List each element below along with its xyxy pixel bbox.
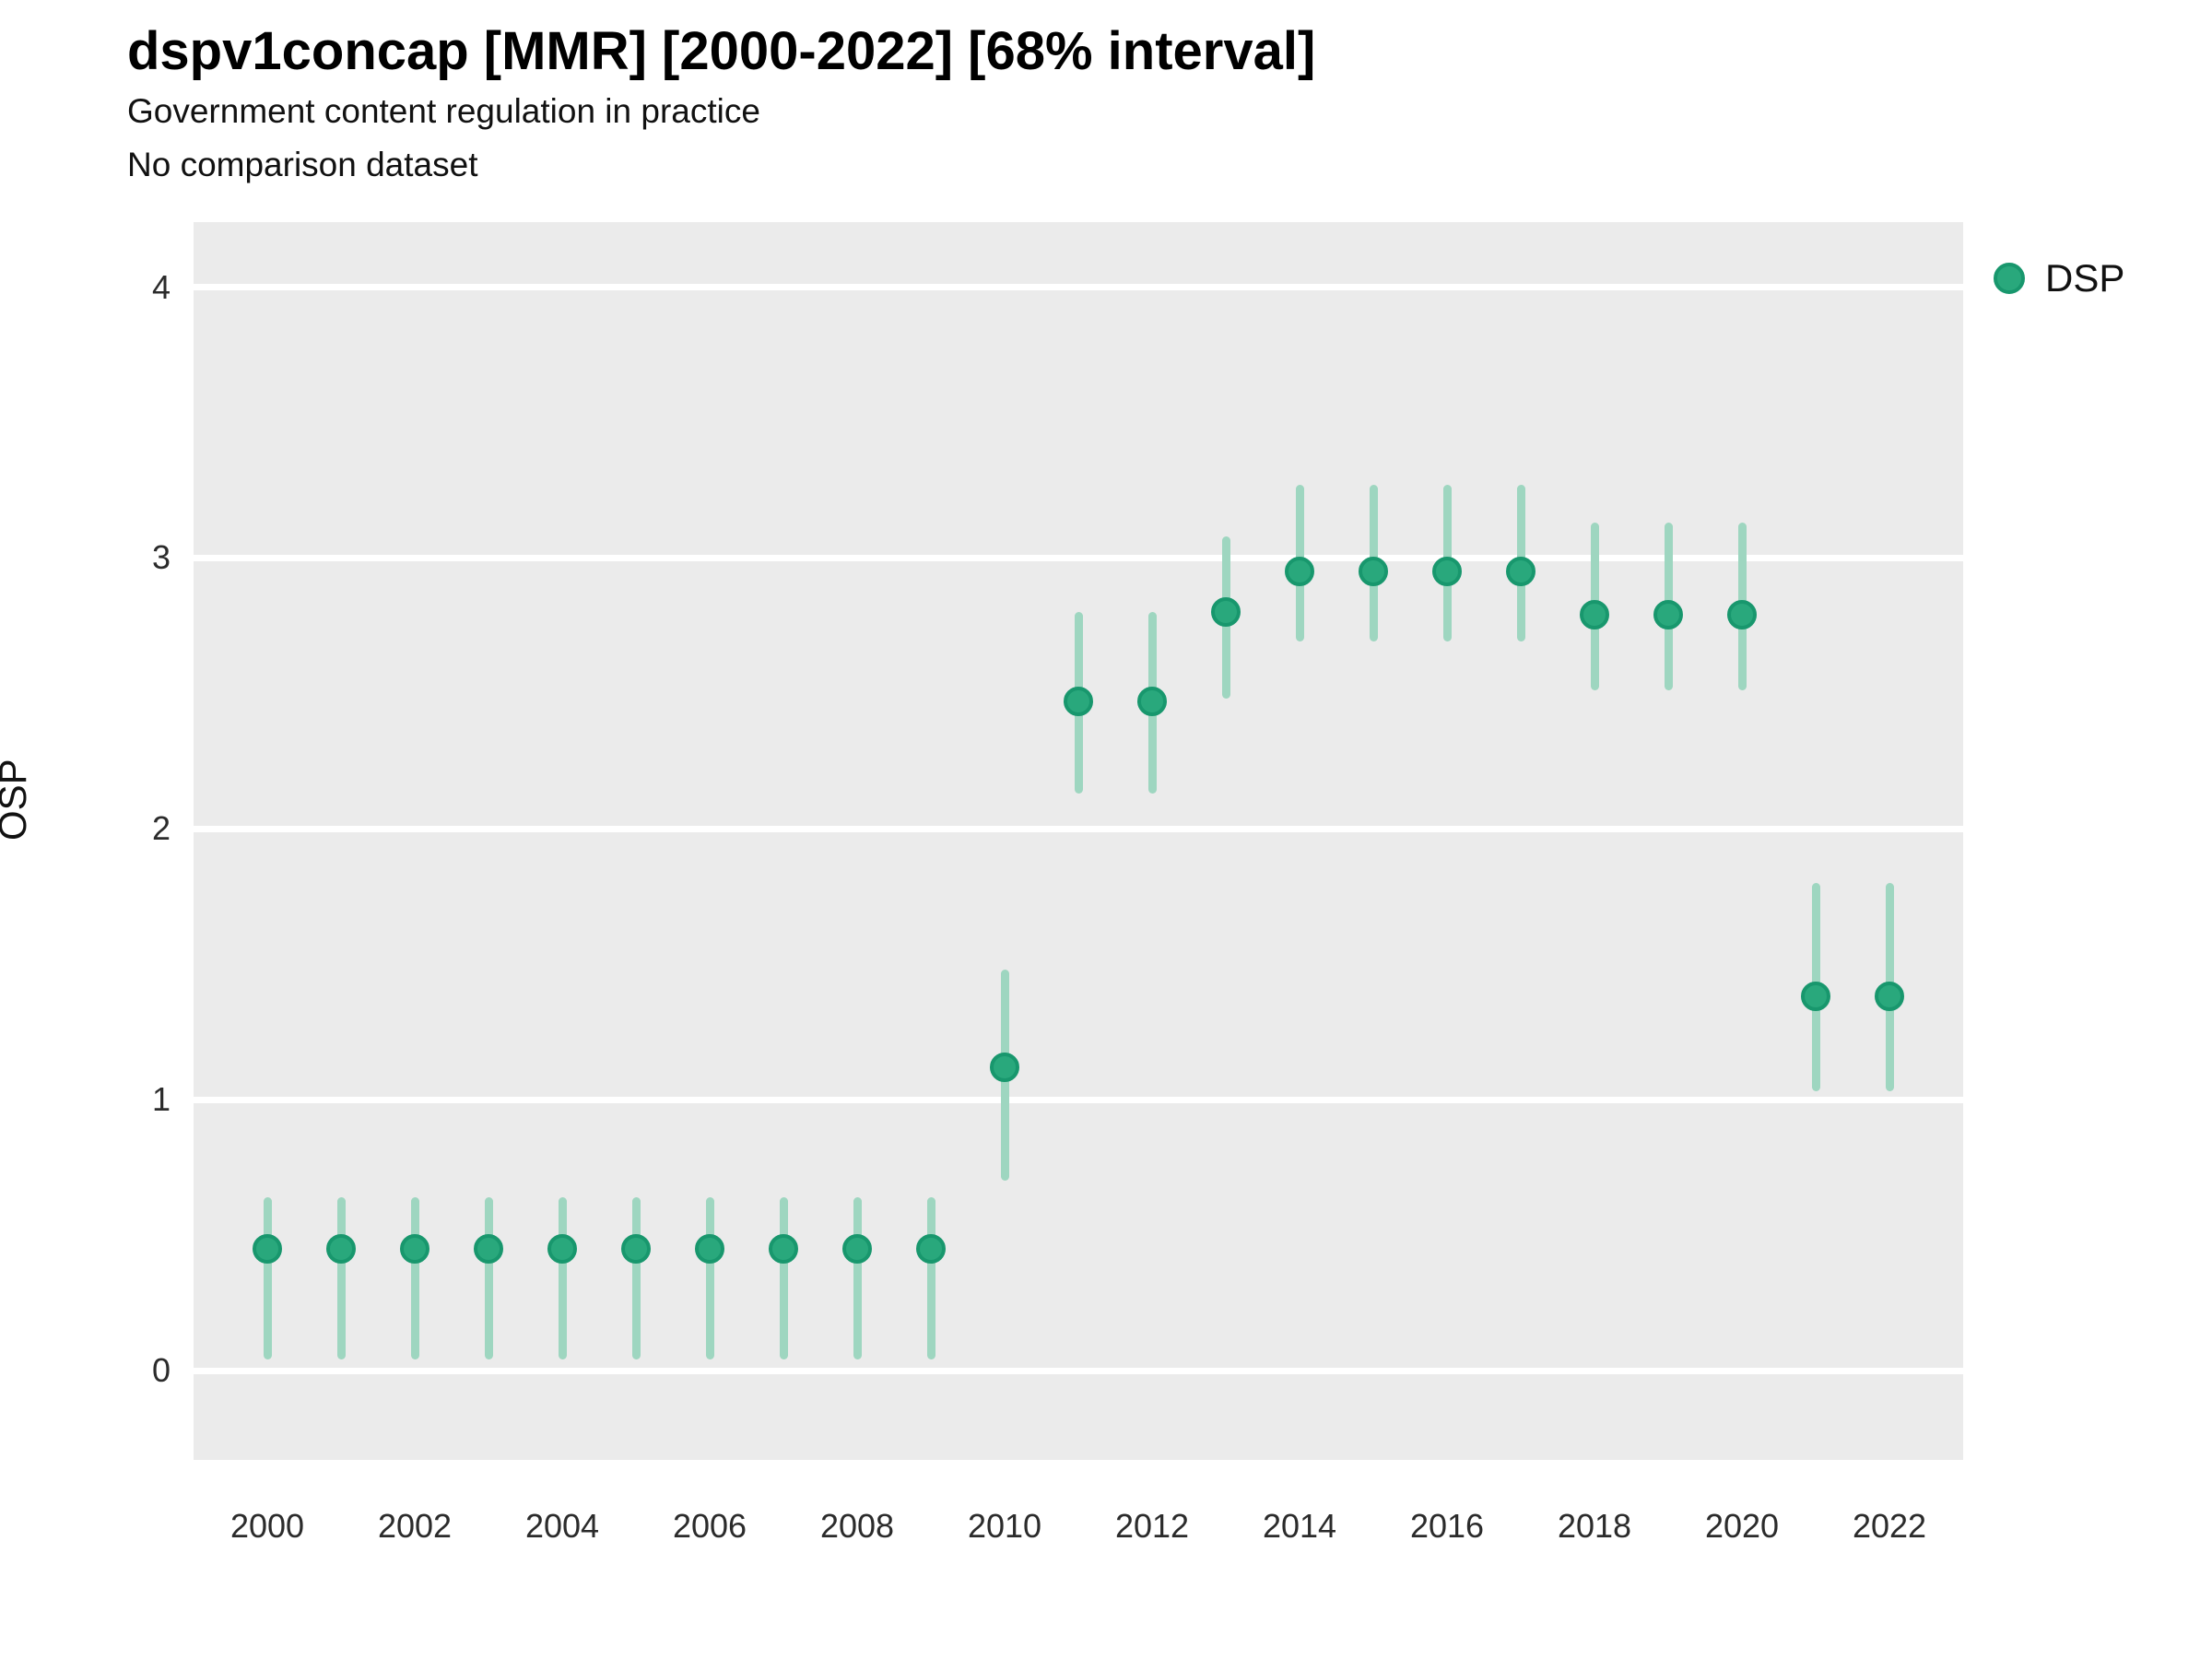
chart-title: dspv1concap [MMR] [2000-2022] [68% inter… bbox=[127, 21, 1316, 81]
x-tick-label-2022: 2022 bbox=[1852, 1507, 1927, 1545]
chart-panel bbox=[194, 222, 1963, 1460]
interval-dsp-2001 bbox=[336, 1196, 346, 1360]
y-tick-label-1: 1 bbox=[151, 1080, 171, 1119]
gridline-y-1 bbox=[194, 1096, 1963, 1103]
y-tick-label-3: 3 bbox=[151, 538, 171, 577]
y-axis-title: OSP bbox=[0, 759, 34, 841]
y-tick-label-0: 0 bbox=[151, 1351, 171, 1390]
x-tick-label-2020: 2020 bbox=[1704, 1507, 1780, 1545]
x-tick-label-2000: 2000 bbox=[229, 1507, 305, 1545]
point-dsp-2005 bbox=[621, 1233, 651, 1264]
y-tick-label-4: 4 bbox=[151, 267, 171, 306]
point-dsp-2018 bbox=[1580, 600, 1609, 630]
point-dsp-2011 bbox=[1064, 687, 1093, 717]
legend-point-icon bbox=[1994, 263, 2025, 294]
x-tick-label-2004: 2004 bbox=[524, 1507, 600, 1545]
point-dsp-2020 bbox=[1727, 600, 1757, 630]
point-dsp-2004 bbox=[547, 1233, 577, 1264]
point-dsp-2012 bbox=[1137, 687, 1167, 717]
interval-dsp-2005 bbox=[631, 1196, 641, 1360]
interval-dsp-2004 bbox=[558, 1196, 567, 1360]
point-dsp-2015 bbox=[1359, 557, 1388, 587]
point-dsp-2022 bbox=[1875, 982, 1904, 1012]
gridline-y-2 bbox=[194, 825, 1963, 832]
point-dsp-2017 bbox=[1506, 557, 1535, 587]
point-dsp-2001 bbox=[326, 1233, 356, 1264]
point-dsp-2009 bbox=[916, 1233, 946, 1264]
point-dsp-2016 bbox=[1432, 557, 1462, 587]
point-dsp-2007 bbox=[769, 1233, 798, 1264]
chart-subtitle: Government content regulation in practic… bbox=[127, 92, 760, 130]
point-dsp-2003 bbox=[474, 1233, 503, 1264]
point-dsp-2014 bbox=[1285, 557, 1314, 587]
y-tick-label-2: 2 bbox=[151, 809, 171, 848]
x-tick-label-2002: 2002 bbox=[377, 1507, 453, 1545]
gridline-y-3 bbox=[194, 554, 1963, 561]
interval-dsp-2009 bbox=[926, 1196, 935, 1360]
interval-dsp-2003 bbox=[484, 1196, 493, 1360]
point-dsp-2000 bbox=[253, 1233, 282, 1264]
point-dsp-2002 bbox=[400, 1233, 429, 1264]
x-tick-label-2018: 2018 bbox=[1557, 1507, 1632, 1545]
point-dsp-2021 bbox=[1801, 982, 1830, 1012]
interval-dsp-2007 bbox=[779, 1196, 788, 1360]
gridline-y-4 bbox=[194, 284, 1963, 291]
point-dsp-2013 bbox=[1211, 597, 1241, 628]
x-tick-label-2014: 2014 bbox=[1262, 1507, 1337, 1545]
x-tick-label-2008: 2008 bbox=[819, 1507, 895, 1545]
legend: DSP bbox=[1994, 256, 2124, 300]
interval-dsp-2002 bbox=[410, 1196, 419, 1360]
interval-dsp-2006 bbox=[705, 1196, 714, 1360]
x-tick-label-2012: 2012 bbox=[1114, 1507, 1190, 1545]
legend-label: DSP bbox=[2045, 256, 2125, 300]
point-dsp-2019 bbox=[1653, 600, 1683, 630]
chart-note: No comparison dataset bbox=[127, 146, 478, 183]
point-dsp-2010 bbox=[990, 1052, 1019, 1082]
x-tick-label-2016: 2016 bbox=[1409, 1507, 1485, 1545]
x-tick-label-2010: 2010 bbox=[967, 1507, 1042, 1545]
interval-dsp-2000 bbox=[263, 1196, 272, 1360]
point-dsp-2008 bbox=[842, 1233, 872, 1264]
gridline-y-0 bbox=[194, 1367, 1963, 1374]
interval-dsp-2008 bbox=[853, 1196, 862, 1360]
x-tick-label-2006: 2006 bbox=[672, 1507, 747, 1545]
point-dsp-2006 bbox=[695, 1233, 724, 1264]
